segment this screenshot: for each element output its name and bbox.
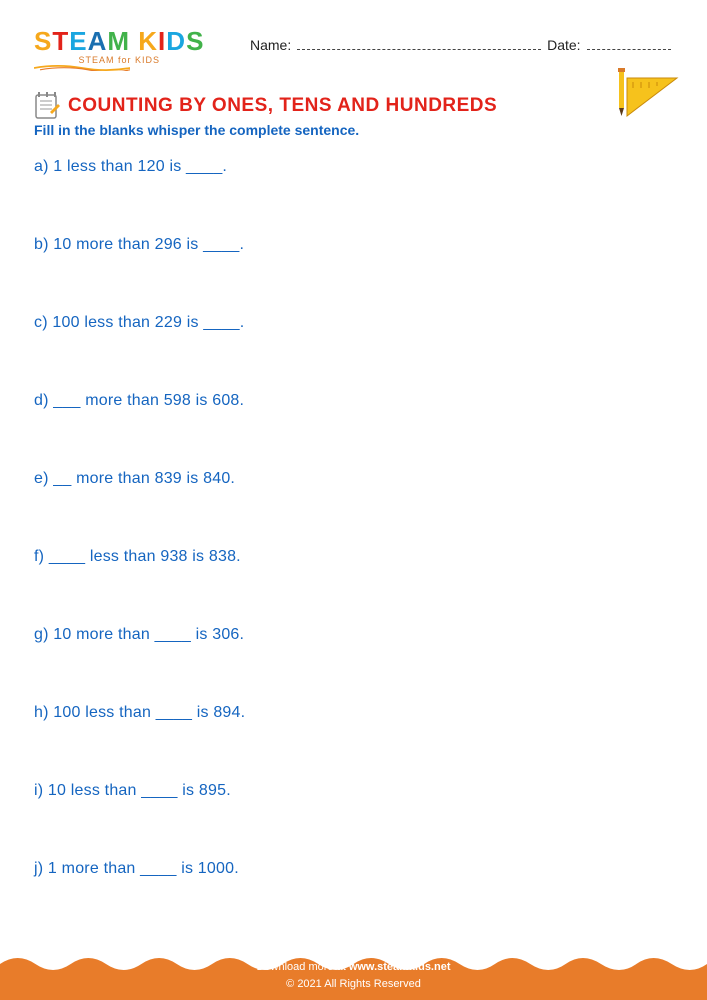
instruction-text: Fill in the blanks whisper the complete … — [34, 122, 359, 138]
name-input-line[interactable] — [297, 36, 541, 50]
footer-text: Download more at www.steamkids.net © 202… — [0, 959, 707, 992]
footer-line1-prefix: Download more at — [256, 961, 348, 973]
date-label: Date: — [547, 37, 580, 53]
name-date-row: Name: Date: — [250, 36, 677, 53]
page-title: COUNTING BY ONES, TENS AND HUNDREDS — [68, 95, 497, 117]
footer-copyright: © 2021 All Rights Reserved — [286, 978, 421, 990]
logo: STEAM KIDS STEAM for KIDS — [34, 28, 204, 65]
question-item: b) 10 more than 296 is ____. — [34, 236, 673, 254]
footer-site: www.steamkids.net — [349, 961, 451, 973]
question-item: f) ____ less than 938 is 838. — [34, 548, 673, 566]
question-item: c) 100 less than 229 is ____. — [34, 314, 673, 332]
date-input-line[interactable] — [587, 36, 671, 50]
question-item: g) 10 more than ____ is 306. — [34, 626, 673, 644]
question-item: a) 1 less than 120 is ____. — [34, 158, 673, 176]
worksheet-page: STEAM KIDS STEAM for KIDS Name: Date: CO… — [0, 0, 707, 1000]
question-item: j) 1 more than ____ is 1000. — [34, 860, 673, 878]
title-row: COUNTING BY ONES, TENS AND HUNDREDS — [34, 92, 677, 120]
question-item: e) __ more than 839 is 840. — [34, 470, 673, 488]
question-item: i) 10 less than ____ is 895. — [34, 782, 673, 800]
logo-underline-icon — [34, 65, 130, 71]
question-item: h) 100 less than ____ is 894. — [34, 704, 673, 722]
logo-text: STEAM KIDS — [34, 28, 204, 54]
logo-subtitle: STEAM for KIDS — [34, 56, 204, 65]
ruler-pencil-icon — [613, 68, 683, 123]
name-label: Name: — [250, 37, 291, 53]
questions-list: a) 1 less than 120 is ____. b) 10 more th… — [34, 158, 673, 938]
notepad-icon — [34, 92, 60, 120]
question-item: d) ___ more than 598 is 608. — [34, 392, 673, 410]
